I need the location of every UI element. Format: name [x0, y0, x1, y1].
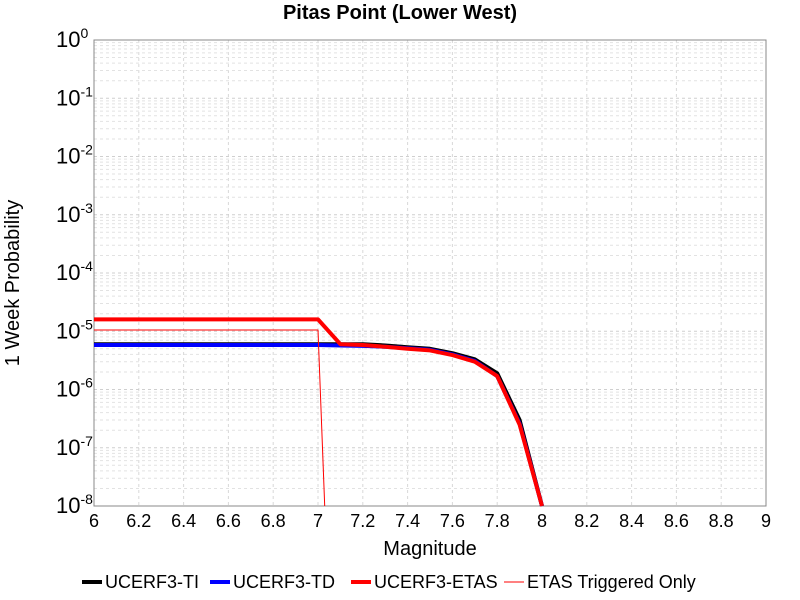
- grid: [94, 40, 766, 506]
- x-tick-label: 6: [89, 511, 99, 531]
- y-tick-label: 10-4: [56, 258, 93, 285]
- x-tick-label: 6.2: [126, 511, 151, 531]
- y-tick-label: 100: [56, 25, 88, 52]
- x-tick-label: 6.6: [216, 511, 241, 531]
- x-tick-label: 9: [761, 511, 771, 531]
- x-axis-label: Magnitude: [383, 538, 476, 560]
- x-tick-label: 7.4: [395, 511, 420, 531]
- y-tick-label: 10-7: [56, 433, 93, 460]
- y-tick-label: 10-6: [56, 375, 93, 402]
- x-tick-label: 7: [313, 511, 323, 531]
- x-tick-label: 6.8: [261, 511, 286, 531]
- x-tick-label: 6.4: [171, 511, 196, 531]
- y-tick-labels: 100 10-1 10-2 10-3 10-4 10-5 10-6 10-7 10-8: [56, 25, 93, 518]
- y-tick-label: 10-2: [56, 142, 93, 169]
- y-tick-label: 10-5: [56, 316, 93, 343]
- series-layer: [94, 317, 544, 507]
- x-tick-label: 7.6: [440, 511, 465, 531]
- y-tick-label: 10-1: [56, 83, 93, 110]
- legend: UCERF3-TI UCERF3-TD UCERF3-ETAS ETAS Trigge…: [82, 572, 696, 592]
- legend-label: UCERF3-TI: [105, 572, 199, 592]
- x-tick-label: 8.2: [574, 511, 599, 531]
- x-tick-label: 8.4: [619, 511, 644, 531]
- x-tick-label: 7.8: [485, 511, 510, 531]
- legend-label: UCERF3-ETAS: [374, 572, 498, 592]
- series-line-3: [94, 317, 544, 507]
- y-tick-label: 10-8: [56, 491, 93, 518]
- legend-label: UCERF3-TD: [233, 572, 335, 592]
- y-tick-label: 10-3: [56, 200, 93, 227]
- x-tick-label: 8.6: [664, 511, 689, 531]
- series-line-4: [94, 329, 326, 507]
- y-axis-label: 1 Week Probability: [2, 200, 24, 366]
- x-tick-label: 8: [537, 511, 547, 531]
- x-tick-labels: 6 6.2 6.4 6.6 6.8 7 7.2 7.4 7.6 7.8 8 8.2 8.4 8.6 8.8 9: [89, 511, 771, 531]
- x-tick-label: 8.8: [709, 511, 734, 531]
- x-tick-label: 7.2: [350, 511, 375, 531]
- plot-area-frame: [93, 39, 767, 507]
- legend-label: ETAS Triggered Only: [527, 572, 696, 592]
- chart-title: Pitas Point (Lower West): [283, 2, 517, 24]
